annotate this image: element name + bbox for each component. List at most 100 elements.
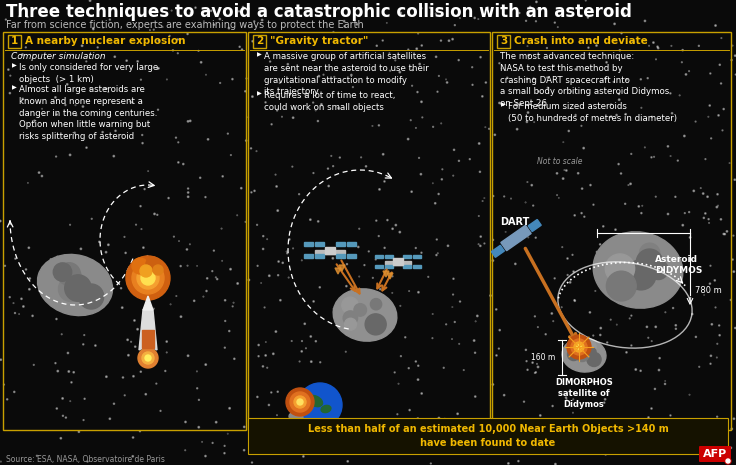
Point	[472, 312, 484, 319]
Point	[240, 218, 252, 226]
Point	[60, 414, 72, 421]
Point	[435, 120, 447, 127]
Point	[172, 36, 184, 43]
Point	[688, 422, 700, 429]
Point	[127, 434, 139, 441]
Point	[435, 37, 447, 44]
Circle shape	[58, 277, 83, 301]
Point	[403, 287, 415, 295]
Point	[157, 23, 169, 31]
Point	[473, 15, 484, 23]
Point	[662, 143, 674, 150]
Point	[719, 231, 731, 238]
Point	[551, 192, 563, 199]
Point	[557, 340, 569, 347]
Point	[339, 18, 350, 25]
Point	[432, 250, 444, 257]
Point	[256, 16, 268, 24]
Polygon shape	[339, 265, 345, 271]
Point	[605, 113, 617, 120]
Point	[358, 436, 370, 443]
Point	[18, 303, 29, 310]
Point	[327, 254, 339, 262]
Point	[9, 309, 21, 317]
Point	[0, 356, 7, 364]
FancyBboxPatch shape	[304, 254, 313, 258]
Point	[447, 172, 459, 179]
Point	[704, 360, 716, 367]
Point	[341, 282, 353, 290]
Point	[711, 413, 723, 420]
Circle shape	[141, 271, 155, 285]
Point	[652, 45, 664, 52]
Point	[96, 289, 107, 297]
Point	[645, 153, 657, 161]
Point	[241, 75, 252, 82]
Point	[140, 391, 152, 398]
Point	[2, 66, 14, 73]
Point	[378, 151, 389, 158]
Point	[88, 25, 99, 33]
Point	[394, 68, 406, 76]
Point	[57, 395, 68, 402]
Point	[183, 185, 194, 192]
Point	[384, 67, 396, 74]
Point	[727, 232, 736, 239]
Point	[530, 234, 542, 241]
Point	[255, 279, 267, 287]
Point	[609, 226, 621, 233]
Point	[312, 218, 324, 225]
Point	[712, 202, 724, 209]
Point	[232, 280, 244, 287]
Circle shape	[577, 345, 581, 349]
Text: A massive group of artificial satellites
are sent near the asteroid to use their: A massive group of artificial satellites…	[264, 52, 429, 96]
Circle shape	[137, 267, 159, 289]
Point	[351, 20, 363, 28]
Point	[427, 310, 439, 318]
Point	[175, 313, 187, 320]
Point	[0, 262, 11, 270]
Point	[273, 258, 285, 265]
Point	[446, 335, 458, 343]
Point	[101, 85, 113, 93]
Point	[261, 235, 273, 243]
Point	[494, 326, 506, 334]
Point	[160, 367, 171, 375]
Point	[129, 317, 141, 324]
Point	[702, 113, 714, 120]
Point	[135, 226, 147, 233]
Point	[219, 344, 230, 352]
Point	[247, 93, 258, 100]
Point	[550, 460, 562, 465]
Point	[64, 398, 76, 405]
Point	[130, 343, 141, 351]
Point	[726, 56, 736, 64]
Point	[422, 273, 434, 280]
Point	[633, 203, 645, 210]
Point	[257, 245, 269, 252]
Point	[704, 262, 716, 269]
Point	[648, 153, 660, 160]
Point	[29, 117, 40, 125]
Point	[641, 323, 653, 331]
Point	[375, 286, 386, 293]
Point	[620, 76, 632, 83]
Point	[406, 82, 418, 89]
Point	[710, 22, 721, 29]
Point	[45, 256, 57, 263]
Point	[489, 131, 500, 139]
Point	[427, 334, 439, 342]
Circle shape	[145, 355, 151, 361]
Point	[490, 306, 502, 313]
Point	[120, 249, 132, 257]
Point	[356, 288, 368, 295]
Point	[272, 272, 284, 279]
Point	[619, 200, 631, 207]
Point	[325, 152, 337, 159]
Point	[132, 58, 144, 65]
Circle shape	[342, 297, 358, 313]
Point	[548, 62, 559, 70]
Point	[394, 9, 406, 17]
Point	[360, 163, 372, 170]
Point	[328, 28, 339, 36]
